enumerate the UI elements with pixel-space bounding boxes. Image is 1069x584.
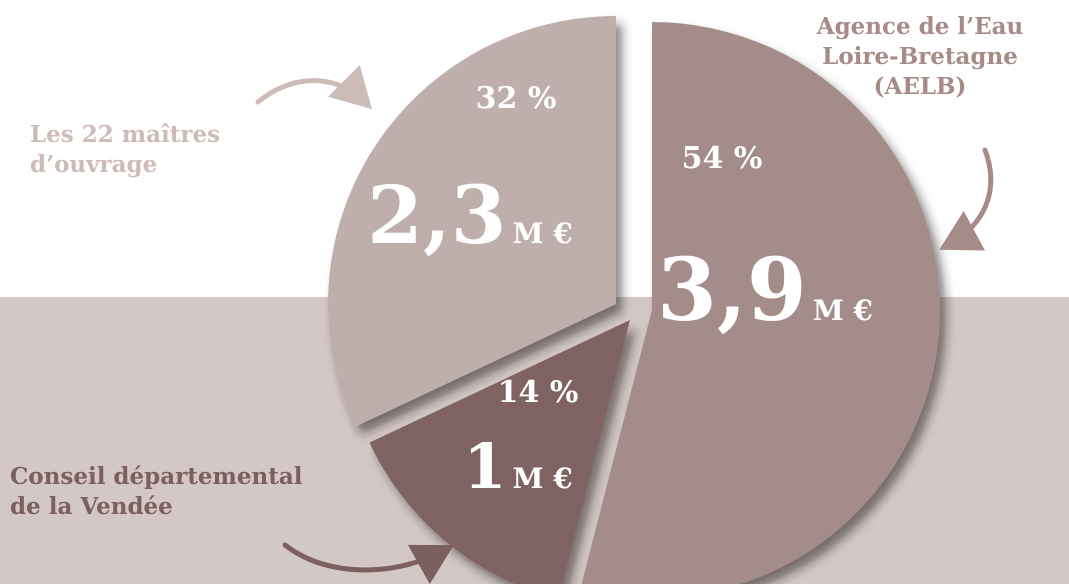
- pie-slice-0: [581, 22, 940, 584]
- arrow-conseil: [282, 542, 454, 584]
- arrow-aelb: [939, 147, 994, 251]
- legend-label-conseil-departemental: Conseil départemental de la Vendée: [10, 463, 303, 520]
- arrow-maitres: [255, 64, 373, 110]
- slice-percent-label-2: 32 %: [476, 81, 557, 116]
- pie-slice-1: [369, 320, 630, 584]
- slice-amount-label-2: 2,3 M €: [367, 168, 572, 262]
- pie-slice-2: [327, 16, 616, 427]
- slice-amount-label-0: 3,9 M €: [657, 240, 873, 341]
- slice-percent-label-1: 14 %: [498, 375, 579, 410]
- legend-label-maitres-ouvrage: Les 22 maîtres d’ouvrage: [30, 121, 221, 178]
- slice-percent-label-0: 54 %: [682, 141, 763, 176]
- legend-label-aelb: Agence de l’Eau Loire-Bretagne (AELB): [816, 13, 1024, 100]
